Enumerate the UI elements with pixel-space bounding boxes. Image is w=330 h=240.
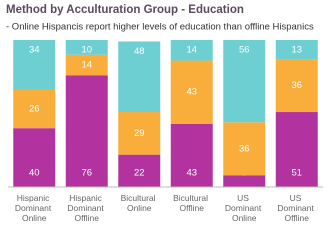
value-label: 40 xyxy=(29,168,40,179)
bar-segment xyxy=(65,75,108,187)
bar-segment xyxy=(223,122,266,176)
bar-segment xyxy=(65,54,108,76)
value-label: 14 xyxy=(186,45,197,56)
x-tick-label: Hispanic Dominant Online xyxy=(15,193,54,223)
value-label: 76 xyxy=(81,168,92,179)
x-tick-label: US Dominant Online xyxy=(225,193,264,223)
x-tick-label: Bicultural Offline xyxy=(173,193,210,213)
value-label: 29 xyxy=(134,128,145,139)
bar-segment xyxy=(170,123,213,187)
value-label: 13 xyxy=(291,45,302,56)
value-label: 36 xyxy=(239,143,250,154)
bar-segment xyxy=(223,40,266,123)
x-tick-label: US Dominant Offline xyxy=(277,193,316,223)
value-label: 26 xyxy=(29,104,40,115)
bar-segment xyxy=(170,60,213,124)
value-label: 43 xyxy=(186,168,197,179)
value-label: 14 xyxy=(81,60,92,71)
value-label: 43 xyxy=(186,87,197,98)
value-label: 36 xyxy=(291,80,302,91)
bar-segment xyxy=(275,59,318,113)
bar-segment xyxy=(170,40,213,61)
bar-segment xyxy=(65,40,108,55)
bar-segment xyxy=(118,112,161,155)
bar-segment xyxy=(118,41,161,113)
chart-title: Method by Acculturation Group - Educatio… xyxy=(6,4,244,16)
bar-segment xyxy=(13,128,56,187)
value-label: 34 xyxy=(29,45,40,56)
bar-segment xyxy=(13,89,56,129)
value-label: 51 xyxy=(291,168,302,179)
bar-segment xyxy=(13,40,56,90)
value-label: 56 xyxy=(239,45,250,56)
value-label: 48 xyxy=(134,46,145,57)
value-label: 10 xyxy=(81,45,92,56)
bar-segment xyxy=(223,175,266,187)
chart-subtitle: - Online Hispancis report higher levels … xyxy=(6,22,314,33)
x-tick-label: Bicultural Online xyxy=(121,193,158,213)
bar-segment xyxy=(118,154,161,187)
bar-segment xyxy=(275,40,318,60)
bar-segment xyxy=(275,112,318,187)
value-label: 22 xyxy=(134,168,145,179)
x-tick-label: Hispanic Dominant Offline xyxy=(67,193,106,223)
